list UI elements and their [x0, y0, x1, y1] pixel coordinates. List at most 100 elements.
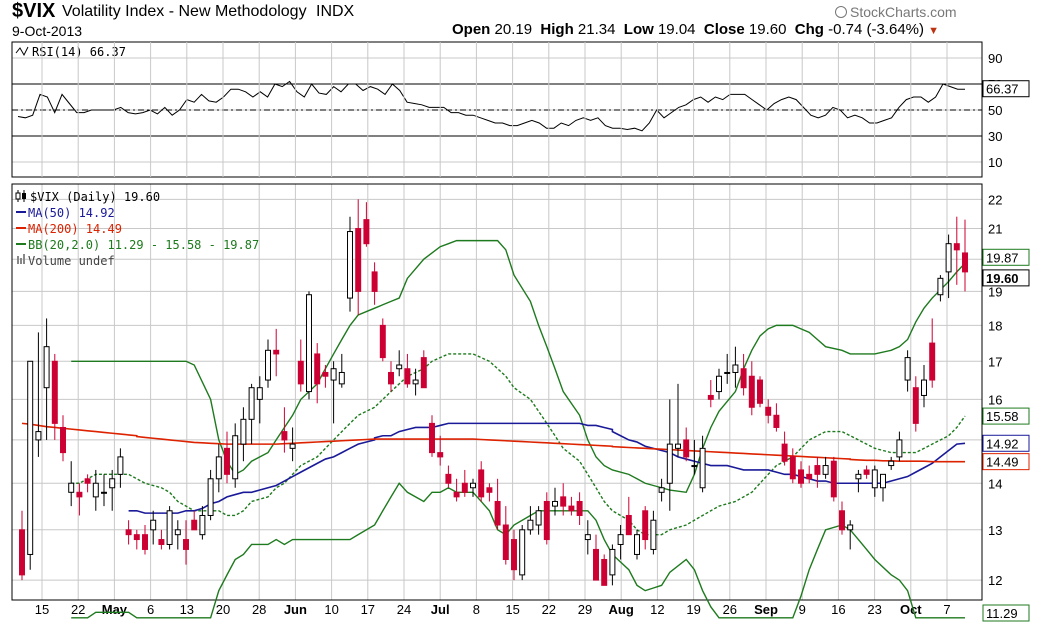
value-tag-label: 15.58 [986, 409, 1019, 424]
candle-body [855, 473, 862, 480]
rsi-y-axis: 9070503010 [988, 51, 1002, 170]
candle-body [617, 534, 624, 545]
ma200-legend-text: MA(200) 14.49 [28, 222, 122, 236]
candle-body [666, 443, 673, 484]
candle-body [297, 360, 304, 385]
symbol: $VIX [12, 0, 56, 22]
x-tick-label: 7 [943, 602, 950, 617]
candle-body [265, 349, 271, 381]
x-tick-label: 22 [542, 602, 556, 617]
rsi-tick-label: 10 [988, 155, 1002, 170]
candle-body [814, 465, 821, 475]
rsi-tick-label: 30 [988, 129, 1002, 144]
candlesticks [19, 199, 968, 586]
candle-body [634, 534, 640, 555]
candle-body [412, 379, 419, 385]
x-tick-label: 19 [686, 602, 700, 617]
rsi-plot: 66.37 [12, 80, 1030, 137]
value-tag-box [982, 407, 1030, 425]
candle-body [494, 500, 501, 526]
candle-body [215, 456, 222, 480]
chart-header: $VIX Volatility Index - New Methodology … [0, 0, 1038, 40]
candle-body [863, 469, 870, 475]
ohlc-readout: Open 20.19 High 21.34 Low 19.04 Close 19… [452, 21, 939, 38]
candle-body [707, 394, 714, 400]
candle-body [527, 519, 534, 531]
rsi-legend-text: RSI(14) 66.37 [32, 45, 126, 59]
candle-body [962, 252, 968, 273]
candle-body [560, 496, 567, 507]
rsi-value-tag [982, 80, 1030, 98]
candle-body [256, 387, 263, 400]
price-grid [12, 42, 982, 600]
candle-body [183, 539, 189, 550]
rsi-value-label: 66.37 [986, 82, 1019, 97]
candle-body [847, 524, 854, 531]
x-tick-label: 16 [831, 602, 845, 617]
candle-body [757, 379, 763, 404]
candle-body [19, 529, 25, 576]
volume-legend-icon [17, 254, 25, 264]
x-tick-label: 15 [35, 602, 49, 617]
candle-body [568, 505, 575, 512]
candle-body [699, 447, 706, 489]
candle-body [822, 465, 829, 475]
candle-body [904, 357, 911, 381]
candle-body [445, 473, 452, 484]
candle-body [675, 443, 681, 449]
ma50-line [128, 422, 966, 514]
candle-body [871, 469, 878, 489]
volume-legend-text: Volume undef [28, 254, 115, 268]
value-tag-label: 19.87 [986, 250, 1019, 265]
candle-body [724, 371, 731, 374]
price-legend: $VIX (Daily) 19.60 MA(50) 14.92 MA(200) … [15, 190, 259, 268]
candle-body [117, 456, 124, 475]
candle-body [388, 371, 394, 385]
candle-body [240, 418, 247, 445]
candle-body [281, 431, 288, 441]
candle-body [355, 228, 362, 292]
candle-body [142, 534, 148, 550]
x-tick-label: 24 [397, 602, 411, 617]
value-tag-label: 14.92 [986, 436, 1019, 451]
candle-body [396, 364, 403, 370]
candle-body [912, 387, 919, 424]
x-axis: 15 22 May 6 13 20 28 Jun 10 17 24 Jul 8 15 22 29 Aug 12 19… [35, 602, 951, 617]
candle-body [880, 473, 886, 489]
chart-date: 9-Oct-2013 [12, 23, 83, 39]
price-tick-label: 14 [988, 476, 1002, 491]
candle-body [789, 456, 796, 480]
candle-body [338, 371, 345, 385]
candle-body [945, 243, 952, 273]
value-tag-box [982, 434, 1030, 452]
price-tick-label: 19 [988, 284, 1002, 299]
candle-body [379, 324, 386, 359]
x-tick-label: Aug [609, 602, 634, 617]
value-tag-box [982, 269, 1030, 287]
candle-body [650, 519, 657, 550]
x-tick-label: 26 [723, 602, 737, 617]
candle-body [158, 539, 165, 545]
x-tick-label: Oct [900, 602, 922, 617]
candle-body [191, 519, 198, 531]
candle-body [68, 482, 75, 493]
candle-body [224, 447, 230, 475]
open-value: 20.19 [494, 21, 533, 38]
candle-body [642, 510, 649, 541]
stockcharts-logo[interactable]: StockCharts.com [835, 4, 957, 20]
candle-body [765, 406, 772, 416]
candle-body [207, 478, 214, 516]
candle-body [420, 357, 427, 389]
price-tick-label: 21 [988, 222, 1002, 237]
candle-body [584, 534, 591, 541]
rsi-line [17, 80, 965, 132]
chg-value: -0.74 (-3.64%) [828, 21, 924, 38]
x-tick-label: Jun [284, 602, 307, 617]
candle-body [576, 500, 583, 516]
candle-body [921, 379, 927, 396]
candle-body [543, 500, 550, 541]
price-tick-label: 16 [988, 392, 1002, 407]
candle-body [740, 368, 747, 389]
candle-body [937, 277, 944, 296]
price-panel-frame [11, 183, 983, 601]
